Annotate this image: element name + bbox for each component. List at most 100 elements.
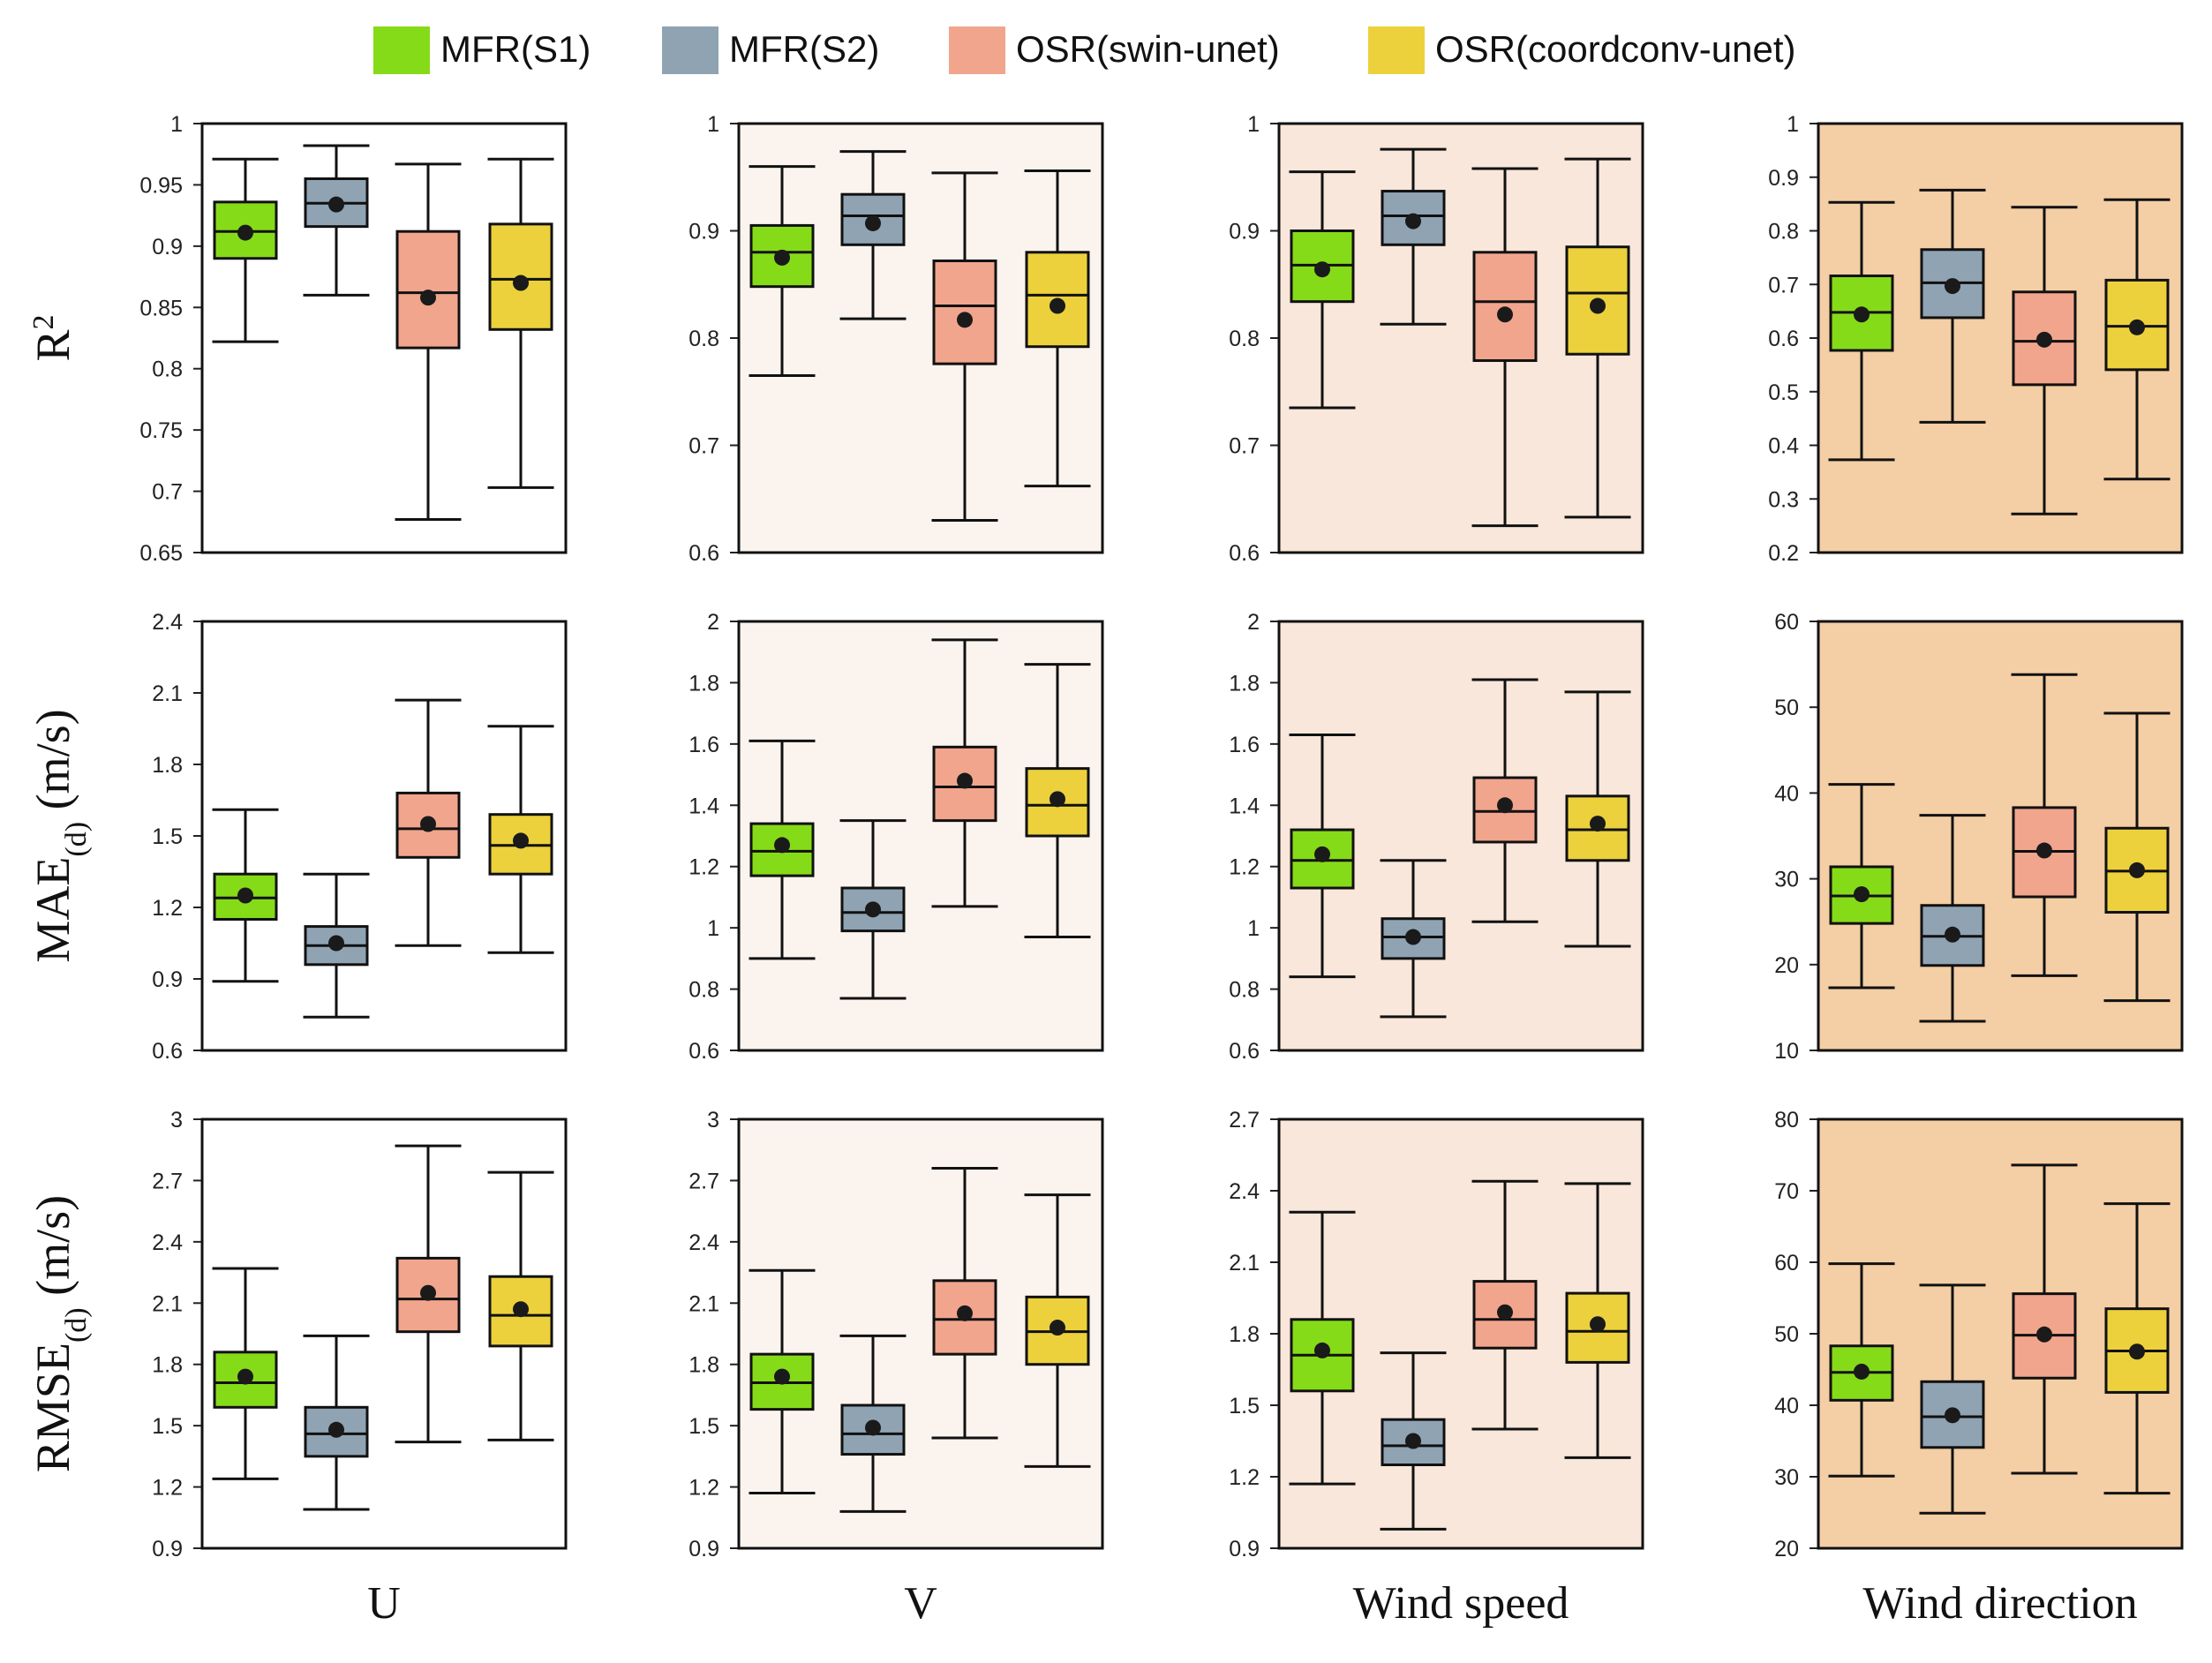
y-tick-label: 0.65 bbox=[139, 541, 183, 566]
mean-dot bbox=[2036, 331, 2052, 348]
y-tick-label: 0.6 bbox=[1229, 1039, 1260, 1064]
y-tick-label: 1 bbox=[707, 916, 719, 941]
box-2 bbox=[1471, 167, 1539, 528]
y-tick-label: 40 bbox=[1774, 1394, 1799, 1418]
y-tick-label: 2.1 bbox=[152, 1291, 183, 1316]
y-tick-label: 0.8 bbox=[1229, 978, 1260, 1003]
box-2 bbox=[395, 1144, 462, 1444]
y-tick-label: 0.8 bbox=[1768, 220, 1799, 245]
box-iqr bbox=[840, 886, 906, 933]
y-tick-label: 0.6 bbox=[688, 541, 719, 566]
mean-dot bbox=[237, 224, 253, 241]
box-iqr bbox=[304, 1405, 369, 1458]
mean-dot bbox=[2036, 842, 2052, 859]
box-2 bbox=[931, 638, 998, 908]
box-1 bbox=[1919, 814, 1986, 1023]
mean-dot bbox=[1497, 306, 1513, 323]
y-tick-label: 2 bbox=[707, 610, 719, 635]
y-tick-label: 1.5 bbox=[688, 1414, 719, 1439]
mean-dot bbox=[1497, 1304, 1513, 1321]
y-tick-label: 20 bbox=[1774, 953, 1799, 978]
y-tick-label: 1.2 bbox=[688, 855, 719, 880]
mean-dot bbox=[774, 1368, 790, 1385]
box-0 bbox=[1828, 200, 1895, 462]
y-tick-label: 1.8 bbox=[688, 1353, 719, 1378]
y-tick-label: 0.2 bbox=[1768, 541, 1799, 566]
box-0 bbox=[749, 165, 816, 378]
y-tick-label: 0.6 bbox=[688, 1039, 719, 1064]
y-tick-label: 30 bbox=[1774, 1465, 1799, 1490]
y-tick-label: 0.9 bbox=[1229, 1537, 1260, 1561]
panels-grid: 0.650.70.750.80.850.90.951 0.6 0.7 0.8 0.9 1 0… bbox=[139, 112, 2184, 1561]
y-tick-label: 2.7 bbox=[152, 1169, 183, 1193]
panel: 0.65 0.7 0.75 0.8 0.85 0.9 0.95 1 bbox=[139, 112, 568, 566]
legend-label: MFR(S2) bbox=[729, 28, 879, 70]
box-2 bbox=[931, 1167, 998, 1440]
mean-dot bbox=[1854, 886, 1870, 903]
row-label: RMSE(d) (m/s) bbox=[26, 1195, 93, 1472]
mean-dot bbox=[1314, 261, 1330, 278]
y-tick-label: 0.9 bbox=[688, 1537, 719, 1561]
y-tick-label: 1.8 bbox=[152, 1353, 183, 1378]
y-tick-label: 1.8 bbox=[688, 671, 719, 696]
mean-dot bbox=[865, 901, 881, 918]
y-tick-label: 0.6 bbox=[1229, 541, 1260, 566]
box-2 bbox=[395, 162, 462, 522]
y-tick-label: 70 bbox=[1774, 1179, 1799, 1204]
box-3 bbox=[1024, 663, 1091, 939]
panel-frame bbox=[1277, 122, 1644, 554]
y-tick-label: 2.7 bbox=[688, 1169, 719, 1193]
box-2 bbox=[2011, 1163, 2078, 1475]
y-tick-label: 2.1 bbox=[688, 1291, 719, 1316]
y-tick-label: 0.6 bbox=[1768, 327, 1799, 351]
y-tick-label: 1.4 bbox=[688, 794, 719, 818]
box-0 bbox=[1828, 1262, 1895, 1478]
box-1 bbox=[839, 1334, 907, 1513]
legend: MFR(S1) MFR(S2) OSR(swin-unet) OSR(coordcon… bbox=[373, 26, 1796, 74]
mean-dot bbox=[513, 1301, 529, 1318]
box-0 bbox=[1289, 733, 1356, 979]
y-tick-label: 0.9 bbox=[1768, 166, 1799, 191]
mean-dot bbox=[513, 832, 529, 849]
y-tick-label: 1.8 bbox=[1229, 1322, 1260, 1347]
box-0 bbox=[1828, 783, 1895, 990]
y-tick-label: 0.8 bbox=[152, 357, 183, 382]
y-tick-label: 1.5 bbox=[152, 824, 183, 849]
y-tick-label: 1 bbox=[1787, 112, 1799, 137]
y-tick-label: 1.2 bbox=[1229, 1465, 1260, 1490]
y-tick-label: 0.7 bbox=[1768, 273, 1799, 297]
legend-label: OSR(coordconv-unet) bbox=[1435, 28, 1796, 70]
row-labels: R2 MAE(d) (m/s) RMSE(d) (m/s) bbox=[26, 314, 93, 1472]
mean-dot bbox=[328, 1421, 344, 1438]
mean-dot bbox=[1050, 1320, 1065, 1336]
y-tick-label: 0.4 bbox=[1768, 434, 1799, 459]
box-1 bbox=[303, 144, 370, 297]
box-iqr bbox=[395, 1256, 461, 1334]
y-tick-label: 1 bbox=[1247, 112, 1260, 137]
y-tick-label: 0.9 bbox=[688, 220, 719, 245]
y-tick-label: 3 bbox=[170, 1108, 183, 1132]
box-1 bbox=[1380, 147, 1447, 326]
legend-item: MFR(S1) bbox=[373, 26, 591, 74]
y-tick-label: 0.8 bbox=[1229, 327, 1260, 351]
box-iqr bbox=[395, 230, 461, 350]
box-2 bbox=[1471, 1179, 1539, 1431]
box-0 bbox=[749, 739, 816, 960]
legend-swatch bbox=[1368, 26, 1425, 74]
box-2 bbox=[395, 698, 462, 947]
y-tick-label: 3 bbox=[707, 1108, 719, 1132]
mean-dot bbox=[2036, 1326, 2052, 1343]
legend-label: OSR(swin-unet) bbox=[1016, 28, 1280, 70]
panel: 0.6 0.8 1 1.2 1.4 1.6 1.8 2 bbox=[1229, 610, 1644, 1064]
panel-frame bbox=[1277, 620, 1644, 1052]
legend-item: OSR(coordconv-unet) bbox=[1368, 26, 1796, 74]
mean-dot bbox=[2129, 319, 2145, 335]
y-tick-label: 50 bbox=[1774, 696, 1799, 720]
y-tick-label: 30 bbox=[1774, 868, 1799, 892]
y-tick-label: 0.9 bbox=[1229, 220, 1260, 245]
box-3 bbox=[2103, 1202, 2171, 1495]
y-tick-label: 1.5 bbox=[1229, 1394, 1260, 1418]
panel-background bbox=[202, 124, 566, 553]
panel-frame bbox=[200, 122, 568, 554]
